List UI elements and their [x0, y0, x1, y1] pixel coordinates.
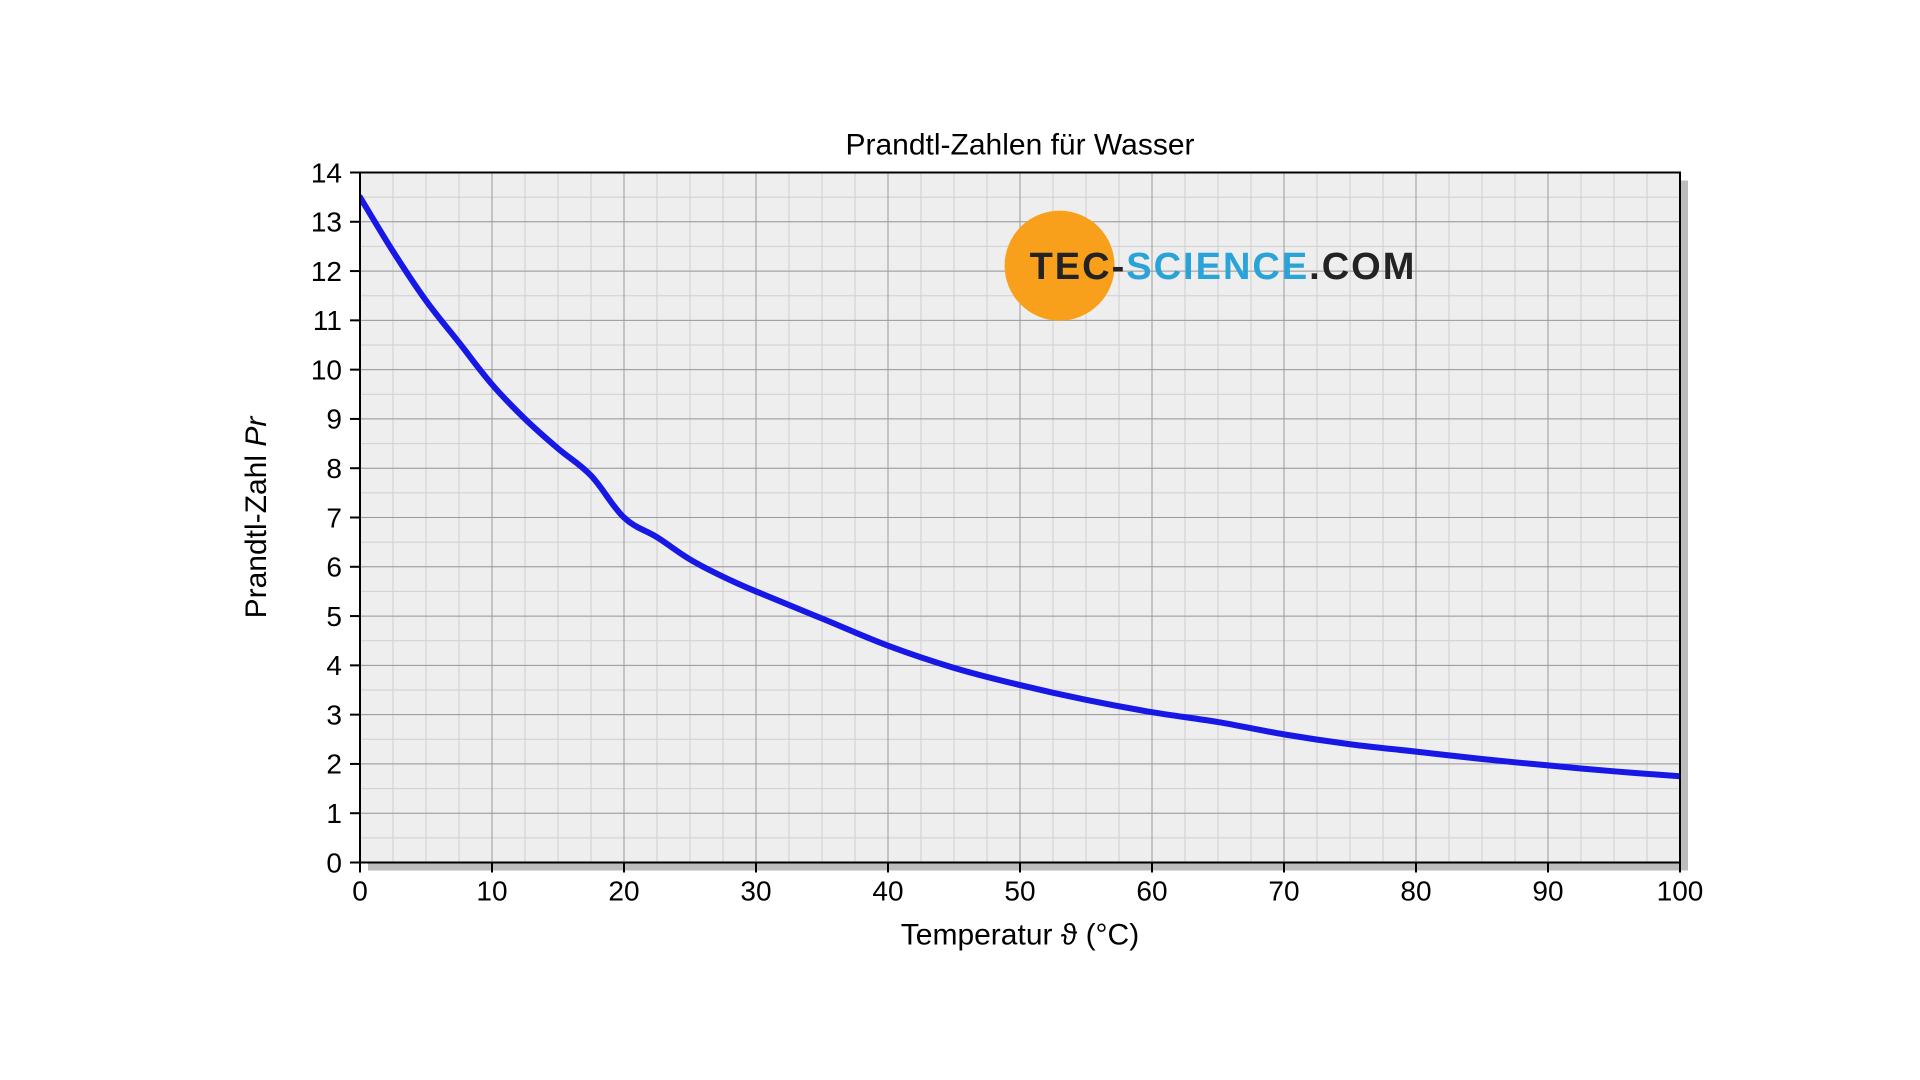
y-tick-label: 7	[326, 502, 342, 533]
y-tick-label: 3	[326, 699, 342, 730]
x-tick-label: 40	[872, 876, 903, 907]
y-axis-label: Prandtl-Zahl Pr	[240, 416, 273, 619]
y-tick-label: 5	[326, 601, 342, 632]
prandtl-chart: TEC-SCIENCE.COM0102030405060708090100012…	[190, 103, 1730, 973]
y-tick-label: 9	[326, 404, 342, 435]
y-tick-label: 10	[311, 354, 342, 385]
x-tick-label: 10	[476, 876, 507, 907]
x-tick-label: 30	[740, 876, 771, 907]
x-tick-label: 70	[1268, 876, 1299, 907]
y-tick-label: 0	[326, 847, 342, 878]
watermark-text: TEC-SCIENCE.COM	[1030, 246, 1417, 288]
x-tick-label: 90	[1532, 876, 1563, 907]
x-axis-label: Temperatur ϑ (°C)	[901, 919, 1139, 952]
x-tick-label: 100	[1657, 876, 1704, 907]
y-tick-label: 8	[326, 453, 342, 484]
chart-container: TEC-SCIENCE.COM0102030405060708090100012…	[190, 103, 1730, 978]
y-tick-label: 1	[326, 798, 342, 829]
y-tick-label: 4	[326, 650, 342, 681]
y-tick-label: 13	[311, 207, 342, 238]
chart-title: Prandtl-Zahlen für Wasser	[845, 129, 1194, 162]
x-tick-label: 20	[608, 876, 639, 907]
y-tick-label: 12	[311, 256, 342, 287]
x-tick-label: 50	[1004, 876, 1035, 907]
y-tick-label: 6	[326, 552, 342, 583]
y-tick-label: 14	[311, 157, 342, 188]
x-tick-label: 60	[1136, 876, 1167, 907]
x-tick-label: 80	[1400, 876, 1431, 907]
y-tick-label: 11	[313, 305, 342, 336]
x-tick-label: 0	[352, 876, 368, 907]
y-tick-label: 2	[326, 749, 342, 780]
